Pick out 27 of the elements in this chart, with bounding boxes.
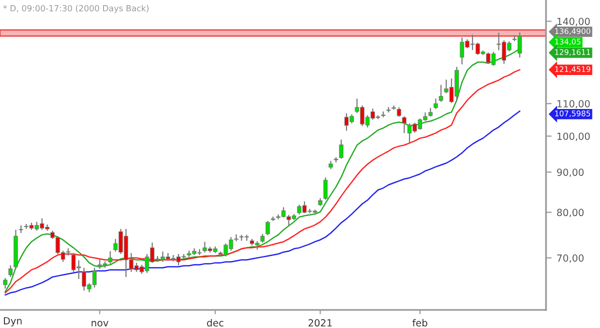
candlestick — [381, 110, 386, 118]
candlestick — [396, 106, 402, 118]
candlestick — [108, 250, 112, 264]
y-tick-label: 90,00 — [557, 168, 584, 177]
candlestick — [323, 176, 328, 200]
candlestick — [339, 139, 344, 160]
y-tick-label: 140,00 — [557, 18, 590, 26]
line-series — [4, 110, 520, 296]
y-tick-label: 80,00 — [557, 208, 584, 218]
candlestick — [438, 84, 444, 102]
x-tick-label: 2021 — [308, 319, 332, 327]
candlestick — [434, 98, 438, 110]
y-tick-label: 110,00 — [557, 100, 590, 108]
x-tick-label: feb — [412, 318, 428, 327]
candlestick — [8, 264, 13, 278]
x-tick-label: dec — [207, 318, 224, 327]
y-tick-label: 70,00 — [557, 254, 584, 263]
text: Dyn — [4, 317, 22, 326]
candlestick — [3, 277, 8, 290]
candlestick — [234, 234, 238, 242]
text: * D, 09:00-17:30 (2000 Days Back) — [3, 4, 149, 13]
candlestick — [266, 220, 270, 236]
y-tick-label: 100,00 — [557, 132, 590, 141]
candlestick — [402, 116, 406, 134]
candlestick — [66, 248, 70, 256]
x-tick-label: nov — [92, 320, 108, 327]
candlestick — [392, 104, 396, 110]
